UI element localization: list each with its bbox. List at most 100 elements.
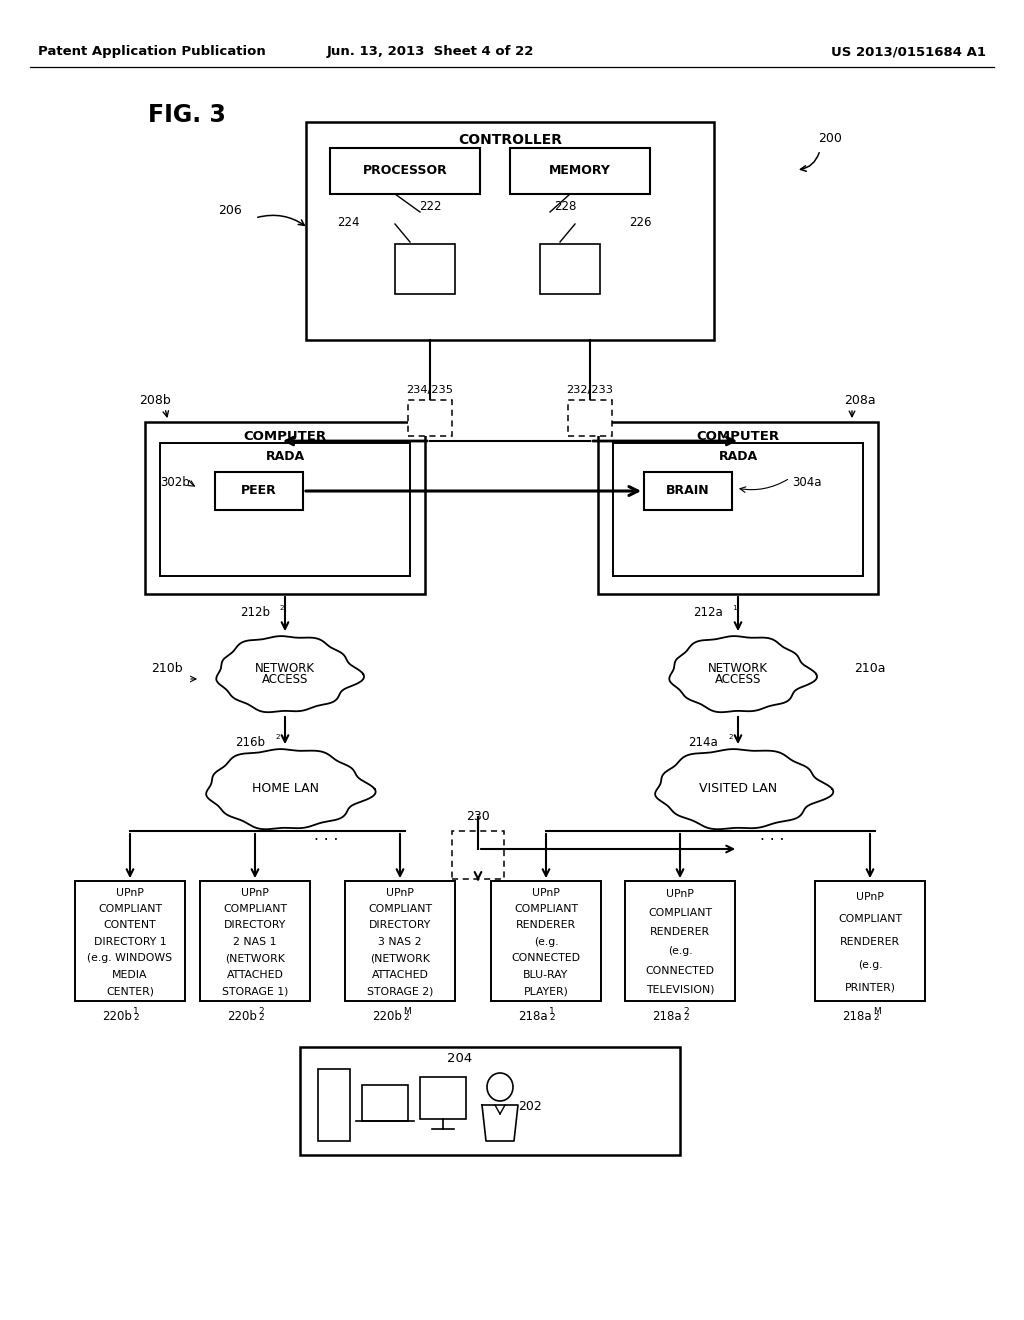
Text: 2: 2 bbox=[403, 1012, 409, 1022]
Text: TELEVISION): TELEVISION) bbox=[646, 985, 715, 994]
Text: M: M bbox=[403, 1007, 411, 1016]
Bar bbox=[408, 400, 452, 436]
Bar bbox=[395, 244, 455, 294]
Text: DIRECTORY: DIRECTORY bbox=[224, 920, 286, 931]
Bar bbox=[306, 121, 714, 341]
Bar bbox=[625, 880, 735, 1001]
Text: 2: 2 bbox=[683, 1007, 688, 1016]
Text: (e.g. WINDOWS: (e.g. WINDOWS bbox=[87, 953, 173, 964]
Text: COMPUTER: COMPUTER bbox=[244, 430, 327, 444]
Text: Patent Application Publication: Patent Application Publication bbox=[38, 45, 266, 58]
Text: 224: 224 bbox=[337, 215, 359, 228]
Text: PRINTER): PRINTER) bbox=[845, 982, 896, 993]
Text: 2: 2 bbox=[258, 1012, 263, 1022]
Text: $_2$: $_2$ bbox=[275, 733, 281, 742]
Text: (NETWORK: (NETWORK bbox=[370, 953, 430, 964]
Text: 212b: 212b bbox=[240, 606, 270, 619]
Text: (NETWORK: (NETWORK bbox=[225, 953, 285, 964]
Ellipse shape bbox=[487, 1073, 513, 1101]
Text: RENDERER: RENDERER bbox=[650, 928, 710, 937]
Text: . . .: . . . bbox=[760, 829, 784, 843]
Text: (e.g.: (e.g. bbox=[534, 937, 558, 946]
Bar bbox=[815, 880, 925, 1001]
Text: 228: 228 bbox=[554, 199, 577, 213]
Text: RENDERER: RENDERER bbox=[840, 937, 900, 948]
Text: COMPLIANT: COMPLIANT bbox=[223, 904, 287, 913]
Text: 2: 2 bbox=[683, 1012, 688, 1022]
Text: M: M bbox=[873, 1007, 881, 1016]
Text: STORAGE 1): STORAGE 1) bbox=[222, 986, 288, 997]
Text: CENTER): CENTER) bbox=[106, 986, 154, 997]
Text: COMPLIANT: COMPLIANT bbox=[838, 915, 902, 924]
Text: 220b: 220b bbox=[102, 1011, 132, 1023]
Text: 3 NAS 2: 3 NAS 2 bbox=[378, 937, 422, 946]
Text: COMPUTER: COMPUTER bbox=[696, 430, 779, 444]
Text: NETWORK: NETWORK bbox=[708, 663, 768, 676]
Bar bbox=[452, 832, 504, 879]
Text: COMPLIANT: COMPLIANT bbox=[648, 908, 712, 919]
Text: DIRECTORY 1: DIRECTORY 1 bbox=[93, 937, 166, 946]
Bar bbox=[490, 880, 601, 1001]
Text: 212a: 212a bbox=[693, 606, 723, 619]
Text: 214a: 214a bbox=[688, 735, 718, 748]
Text: 304a: 304a bbox=[793, 475, 821, 488]
Text: UPnP: UPnP bbox=[116, 887, 144, 898]
Text: 2 NAS 1: 2 NAS 1 bbox=[233, 937, 276, 946]
Text: HOME LAN: HOME LAN bbox=[252, 783, 318, 796]
Text: 220b: 220b bbox=[227, 1011, 257, 1023]
Text: COMPLIANT: COMPLIANT bbox=[368, 904, 432, 913]
Text: BLU-RAY: BLU-RAY bbox=[523, 970, 568, 979]
Text: CONNECTED: CONNECTED bbox=[645, 965, 715, 975]
Text: UPnP: UPnP bbox=[241, 887, 269, 898]
Polygon shape bbox=[206, 750, 376, 829]
Text: 302b: 302b bbox=[160, 475, 189, 488]
Text: 200: 200 bbox=[818, 132, 842, 144]
Text: 226: 226 bbox=[629, 215, 651, 228]
Text: 204: 204 bbox=[447, 1052, 473, 1065]
Polygon shape bbox=[655, 750, 834, 829]
Text: COMPLIANT: COMPLIANT bbox=[98, 904, 162, 913]
Polygon shape bbox=[482, 1105, 518, 1140]
Text: US 2013/0151684 A1: US 2013/0151684 A1 bbox=[831, 45, 986, 58]
Text: UPnP: UPnP bbox=[532, 887, 560, 898]
Text: RADA: RADA bbox=[719, 450, 758, 462]
Bar bbox=[318, 1069, 350, 1140]
Text: CONTROLLER: CONTROLLER bbox=[458, 133, 562, 147]
Text: 208b: 208b bbox=[139, 393, 171, 407]
Text: ATTACHED: ATTACHED bbox=[372, 970, 428, 979]
Bar bbox=[598, 422, 878, 594]
Text: ACCESS: ACCESS bbox=[262, 673, 308, 686]
Text: 210b: 210b bbox=[152, 663, 183, 676]
Text: 208a: 208a bbox=[844, 393, 876, 407]
Text: RENDERER: RENDERER bbox=[516, 920, 577, 931]
Text: 222: 222 bbox=[419, 199, 441, 213]
Text: UPnP: UPnP bbox=[856, 892, 884, 902]
Text: PROCESSOR: PROCESSOR bbox=[362, 165, 447, 177]
Text: 2: 2 bbox=[873, 1012, 879, 1022]
Text: ACCESS: ACCESS bbox=[715, 673, 761, 686]
Text: 218a: 218a bbox=[843, 1011, 872, 1023]
Text: 210a: 210a bbox=[854, 663, 886, 676]
Bar bbox=[75, 880, 185, 1001]
Text: 2: 2 bbox=[258, 1007, 263, 1016]
Text: COMPLIANT: COMPLIANT bbox=[514, 904, 578, 913]
Text: BRAIN: BRAIN bbox=[667, 484, 710, 498]
Bar bbox=[330, 148, 480, 194]
Text: VISITED LAN: VISITED LAN bbox=[699, 783, 777, 796]
Polygon shape bbox=[216, 636, 364, 713]
Text: 202: 202 bbox=[518, 1101, 542, 1114]
Text: 230: 230 bbox=[466, 809, 489, 822]
Text: 2: 2 bbox=[133, 1012, 138, 1022]
Bar bbox=[145, 422, 425, 594]
Bar bbox=[362, 1085, 408, 1121]
Text: $_2$: $_2$ bbox=[728, 733, 734, 742]
Text: UPnP: UPnP bbox=[666, 890, 694, 899]
Text: 220b: 220b bbox=[372, 1011, 402, 1023]
Text: CONNECTED: CONNECTED bbox=[512, 953, 581, 964]
Text: 232/233: 232/233 bbox=[566, 385, 613, 395]
Text: UPnP: UPnP bbox=[386, 887, 414, 898]
Bar bbox=[510, 148, 650, 194]
Text: CONTENT: CONTENT bbox=[103, 920, 157, 931]
Text: 206: 206 bbox=[218, 203, 242, 216]
Text: $_1$: $_1$ bbox=[732, 603, 738, 612]
